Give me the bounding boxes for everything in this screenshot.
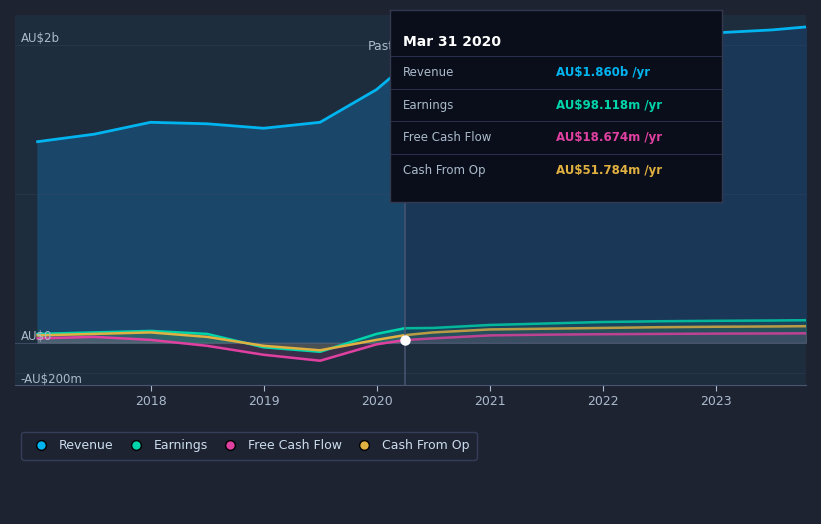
Legend: Revenue, Earnings, Free Cash Flow, Cash From Op: Revenue, Earnings, Free Cash Flow, Cash … xyxy=(21,432,477,460)
Text: Past: Past xyxy=(368,40,393,52)
Text: AU$0: AU$0 xyxy=(21,330,52,343)
Text: Earnings: Earnings xyxy=(403,99,455,112)
Text: AU$98.118m /yr: AU$98.118m /yr xyxy=(557,99,663,112)
Text: Revenue: Revenue xyxy=(403,66,455,79)
Text: -AU$200m: -AU$200m xyxy=(21,373,83,386)
Text: AU$2b: AU$2b xyxy=(21,32,60,45)
Text: Mar 31 2020: Mar 31 2020 xyxy=(403,35,502,49)
Text: Cash From Op: Cash From Op xyxy=(403,163,486,177)
Text: AU$18.674m /yr: AU$18.674m /yr xyxy=(557,131,663,144)
Text: AU$51.784m /yr: AU$51.784m /yr xyxy=(557,163,663,177)
Text: Free Cash Flow: Free Cash Flow xyxy=(403,131,492,144)
Text: Analysts Forecasts: Analysts Forecasts xyxy=(416,40,533,52)
Text: AU$1.860b /yr: AU$1.860b /yr xyxy=(557,66,650,79)
